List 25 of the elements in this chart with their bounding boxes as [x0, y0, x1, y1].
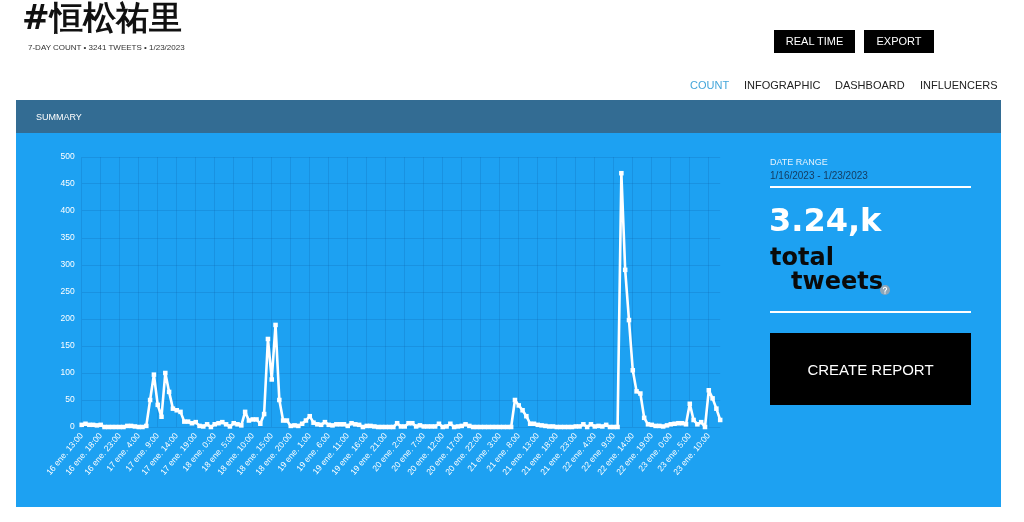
text: INFOGRAPHIC — [744, 79, 821, 92]
text: SUMMARY — [36, 112, 82, 123]
text: 3.24,k — [769, 201, 882, 239]
y-tick-label: 250 — [60, 286, 75, 297]
y-tick-label: 0 — [69, 421, 75, 432]
text: INFLUENCERS — [920, 79, 998, 92]
y-tick-label: 200 — [60, 313, 75, 324]
y-tick-label: 100 — [60, 367, 75, 378]
text: total tweets — [770, 243, 884, 295]
y-tick-label: 150 — [60, 340, 75, 351]
button: CREATE REPORT — [770, 333, 971, 405]
y-tick-label: 450 — [60, 178, 75, 189]
button: EXPORT — [864, 30, 934, 53]
y-tick-label: 500 — [60, 151, 75, 162]
button: REAL TIME — [774, 30, 855, 53]
y-tick-label: 50 — [65, 394, 75, 405]
chart-title: #恒松祐里 — [22, 0, 182, 39]
y-tick-label: 300 — [60, 259, 75, 270]
text: COUNT — [690, 79, 730, 92]
y-tick-label: 350 — [60, 232, 75, 243]
text: DATE RANGE — [770, 157, 828, 168]
text: DASHBOARD — [835, 79, 905, 92]
text: 1/16/2023 - 1/23/2023 — [770, 170, 868, 182]
chart-subtitle: 7-DAY COUNT • 3241 TWEETS • 1/23/2023 — [28, 42, 185, 53]
y-tick-label: 400 — [60, 205, 75, 216]
